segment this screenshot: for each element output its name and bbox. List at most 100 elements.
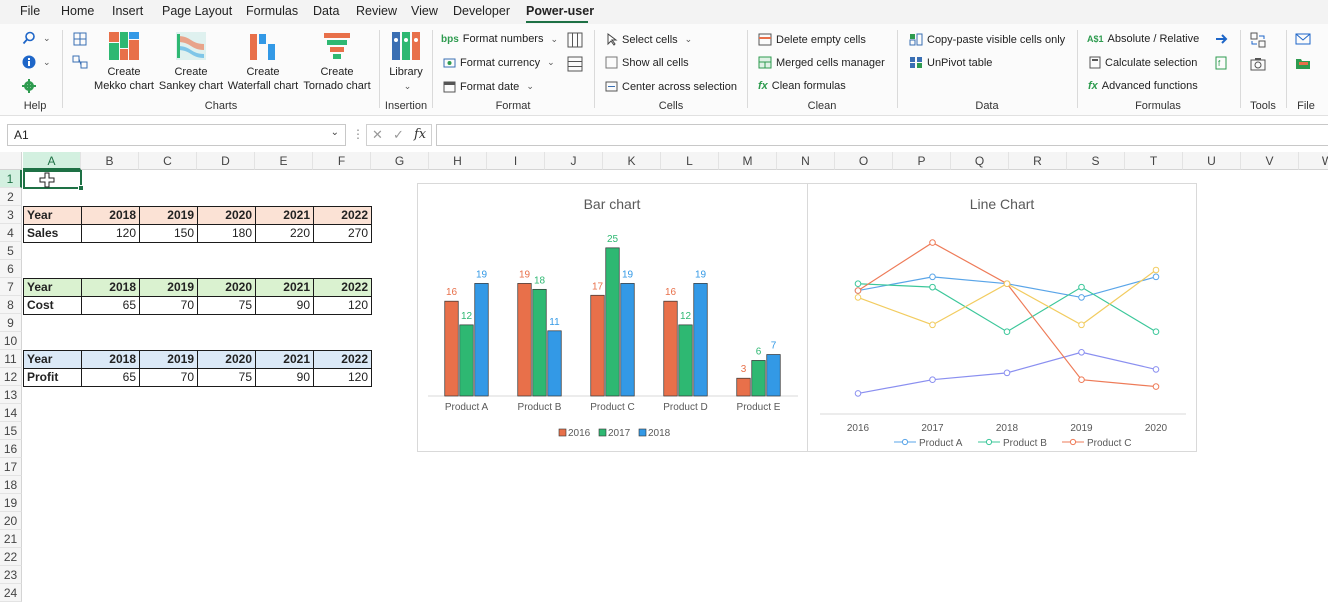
cost-table-value-cell[interactable]: 120	[313, 296, 372, 315]
column-header-u[interactable]: U	[1183, 152, 1241, 170]
create-waterfall-chart-button[interactable]: Create Waterfall chart	[226, 30, 300, 93]
advanced-functions-button[interactable]: fx Advanced functions	[1088, 80, 1198, 92]
column-header-v[interactable]: V	[1241, 152, 1299, 170]
cancel-icon[interactable]: ✕	[372, 127, 383, 142]
column-header-a[interactable]: A	[23, 152, 81, 170]
absolute-relative-button[interactable]: A$1 Absolute / Relative	[1087, 33, 1199, 45]
active-cell-a1[interactable]	[23, 170, 84, 191]
create-mekko-chart-button[interactable]: Create Mekko chart	[92, 30, 156, 93]
row-header-19[interactable]: 19	[0, 494, 22, 512]
profit-table-year-cell[interactable]: 2020	[197, 350, 256, 369]
row-header-15[interactable]: 15	[0, 422, 22, 440]
column-header-h[interactable]: H	[429, 152, 487, 170]
create-tornado-chart-button[interactable]: Create Tornado chart	[302, 30, 372, 93]
row-header-9[interactable]: 9	[0, 314, 22, 332]
row-header-5[interactable]: 5	[0, 242, 22, 260]
cost-table-year-cell[interactable]: 2018	[81, 278, 140, 297]
profit-table-year-cell[interactable]: 2019	[139, 350, 198, 369]
row-header-8[interactable]: 8	[0, 296, 22, 314]
column-header-m[interactable]: M	[719, 152, 777, 170]
calculate-selection-button[interactable]: Calculate selection	[1089, 56, 1197, 69]
column-header-l[interactable]: L	[661, 152, 719, 170]
line-chart[interactable]: Line Chart 2016 2017 2018 2019 2020 Product A P…	[807, 183, 1197, 452]
column-header-e[interactable]: E	[255, 152, 313, 170]
select-cells-button[interactable]: Select cells ⌄	[605, 33, 692, 46]
row-header-22[interactable]: 22	[0, 548, 22, 566]
more-options-icon[interactable]: ⋮	[352, 127, 364, 141]
column-header-q[interactable]: Q	[951, 152, 1009, 170]
chevron-down-icon[interactable]: ⌄	[330, 127, 339, 138]
menu-power-user[interactable]: Power-user	[526, 4, 595, 18]
cost-table-value-cell[interactable]: 70	[139, 296, 198, 315]
sales-table-year-cell[interactable]: 2018	[81, 206, 140, 225]
name-box[interactable]: A1 ⌄	[7, 124, 346, 146]
cost-table-value-cell[interactable]: 75	[197, 296, 256, 315]
cost-table-year-cell[interactable]: 2019	[139, 278, 198, 297]
row-header-7[interactable]: 7	[0, 278, 22, 296]
menu-data[interactable]: Data	[313, 4, 340, 18]
row-header-10[interactable]: 10	[0, 332, 22, 350]
profit-table-value-cell[interactable]: 75	[197, 368, 256, 387]
row-header-21[interactable]: 21	[0, 530, 22, 548]
column-header-t[interactable]: T	[1125, 152, 1183, 170]
create-sankey-chart-button[interactable]: Create Sankey chart	[158, 30, 224, 93]
profit-table-value-cell[interactable]: 90	[255, 368, 314, 387]
column-header-b[interactable]: B	[81, 152, 139, 170]
sales-table-value-cell[interactable]: 180	[197, 224, 256, 243]
clean-formulas-button[interactable]: fx Clean formulas	[758, 80, 846, 92]
profit-table-header-label[interactable]: Year	[23, 350, 82, 369]
arrow-tool-button[interactable]	[1214, 32, 1228, 46]
columns-layout-button[interactable]	[567, 32, 583, 48]
profit-table-value-cell[interactable]: 120	[313, 368, 372, 387]
profit-table-value-cell[interactable]: 65	[81, 368, 140, 387]
column-header-g[interactable]: G	[371, 152, 429, 170]
row-header-20[interactable]: 20	[0, 512, 22, 530]
merged-cells-manager-button[interactable]: Merged cells manager	[758, 56, 885, 69]
row-header-2[interactable]: 2	[0, 188, 22, 206]
format-currency-button[interactable]: Format currency ⌄	[443, 56, 555, 69]
menu-insert[interactable]: Insert	[112, 4, 144, 18]
column-header-p[interactable]: P	[893, 152, 951, 170]
column-header-j[interactable]: J	[545, 152, 603, 170]
cost-table-value-cell[interactable]: 90	[255, 296, 314, 315]
cost-table-year-cell[interactable]: 2022	[313, 278, 372, 297]
profit-table-row-label[interactable]: Profit	[23, 368, 82, 387]
confirm-icon[interactable]: ✓	[393, 127, 404, 142]
row-header-4[interactable]: 4	[0, 224, 22, 242]
column-header-r[interactable]: R	[1009, 152, 1067, 170]
menu-home[interactable]: Home	[61, 4, 95, 18]
cost-table-year-cell[interactable]: 2021	[255, 278, 314, 297]
row-header-18[interactable]: 18	[0, 476, 22, 494]
formula-input[interactable]	[436, 124, 1328, 146]
row-header-6[interactable]: 6	[0, 260, 22, 278]
sales-table-year-cell[interactable]: 2019	[139, 206, 198, 225]
menu-developer[interactable]: Developer	[453, 4, 510, 18]
select-all-corner[interactable]	[0, 152, 22, 170]
column-header-i[interactable]: I	[487, 152, 545, 170]
menu-file[interactable]: File	[20, 4, 41, 18]
sales-table-year-cell[interactable]: 2020	[197, 206, 256, 225]
column-header-f[interactable]: F	[313, 152, 371, 170]
sales-table-value-cell[interactable]: 120	[81, 224, 140, 243]
column-header-d[interactable]: D	[197, 152, 255, 170]
delete-empty-cells-button[interactable]: Delete empty cells	[758, 33, 866, 46]
row-header-1[interactable]: 1	[0, 170, 22, 188]
row-header-14[interactable]: 14	[0, 404, 22, 422]
sales-table-row-label[interactable]: Sales	[23, 224, 82, 243]
tools-camera-button[interactable]	[1250, 56, 1266, 72]
insert-function-icon[interactable]: fx	[414, 127, 427, 142]
copy-paste-visible-button[interactable]: Copy-paste visible cells only	[909, 33, 1065, 46]
row-header-3[interactable]: 3	[0, 206, 22, 224]
chart-tool-2-button[interactable]	[72, 55, 88, 69]
row-header-23[interactable]: 23	[0, 566, 22, 584]
cost-table-value-cell[interactable]: 65	[81, 296, 140, 315]
chart-tool-1-button[interactable]	[72, 32, 88, 46]
email-button[interactable]	[1295, 32, 1311, 46]
column-header-k[interactable]: K	[603, 152, 661, 170]
column-header-c[interactable]: C	[139, 152, 197, 170]
column-header-o[interactable]: O	[835, 152, 893, 170]
menu-view[interactable]: View	[411, 4, 438, 18]
row-header-24[interactable]: 24	[0, 584, 22, 602]
unpivot-table-button[interactable]: UnPivot table	[909, 56, 992, 69]
cost-table-row-label[interactable]: Cost	[23, 296, 82, 315]
